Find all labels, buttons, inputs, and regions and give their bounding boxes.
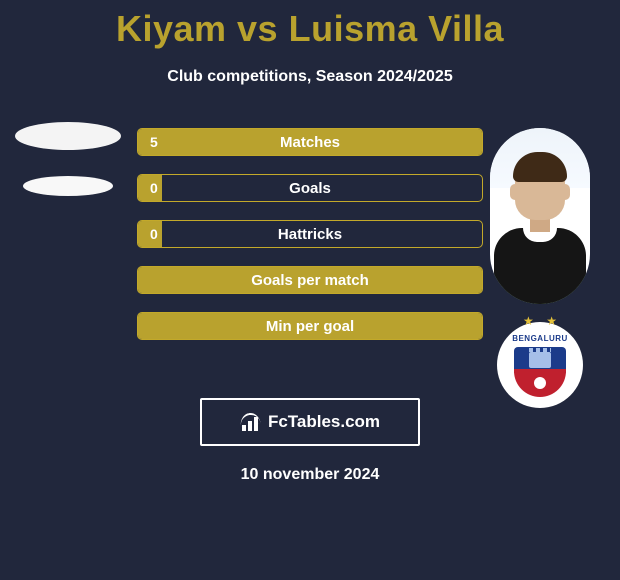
player-right-avatar xyxy=(490,128,590,304)
player-left-placeholder-2 xyxy=(23,176,113,196)
club-shield-icon xyxy=(512,345,568,399)
generated-date: 10 november 2024 xyxy=(0,466,620,484)
stat-row-hattricks: 0 Hattricks xyxy=(137,220,483,248)
player-right-club-badge: ★ ★ BENGALURU xyxy=(497,322,583,408)
comparison-subtitle: Club competitions, Season 2024/2025 xyxy=(0,68,620,86)
stat-label: Hattricks xyxy=(138,226,482,243)
stat-row-min-per-goal: Min per goal xyxy=(137,312,483,340)
brand-box: FcTables.com xyxy=(200,398,420,446)
brand-label: FcTables.com xyxy=(268,412,380,432)
stats-list: 5 Matches 0 Goals 0 Hattricks Goals per … xyxy=(137,128,483,340)
player-left-placeholder-1 xyxy=(15,122,121,150)
stat-row-goals: 0 Goals xyxy=(137,174,483,202)
stat-label: Goals per match xyxy=(138,272,482,289)
stat-label: Goals xyxy=(138,180,482,197)
stat-row-matches: 5 Matches xyxy=(137,128,483,156)
stat-row-goals-per-match: Goals per match xyxy=(137,266,483,294)
comparison-content: ★ ★ BENGALURU 5 Matches 0 Goals 0 Hattri… xyxy=(0,128,620,340)
stat-label: Matches xyxy=(138,134,482,151)
chart-icon xyxy=(240,411,262,433)
comparison-title: Kiyam vs Luisma Villa xyxy=(0,0,620,50)
star-icon: ★ xyxy=(523,314,534,328)
stat-label: Min per goal xyxy=(138,318,482,335)
player-left-column xyxy=(8,122,128,196)
club-name-label: BENGALURU xyxy=(510,334,570,343)
star-icon: ★ xyxy=(546,314,557,328)
player-right-column: ★ ★ BENGALURU xyxy=(488,128,592,408)
